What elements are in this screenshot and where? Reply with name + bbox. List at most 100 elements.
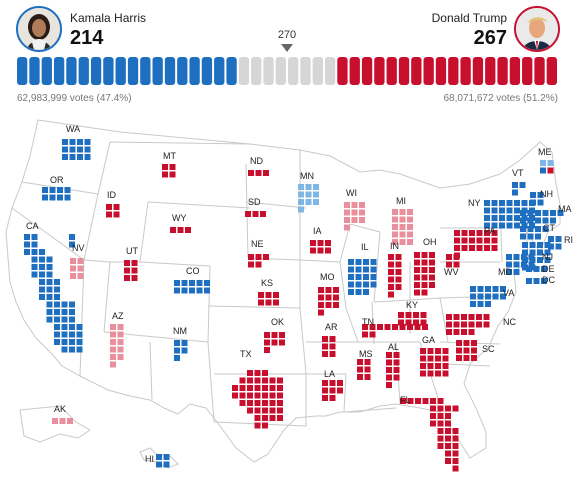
electoral-vote-cell <box>117 324 124 330</box>
electoral-vote-cell <box>484 230 490 236</box>
seat-bar-dem-segment <box>127 57 139 85</box>
electoral-vote-cell <box>277 385 283 391</box>
state-ut[interactable] <box>124 260 138 281</box>
state-ia[interactable] <box>310 240 331 254</box>
state-or[interactable] <box>42 187 71 201</box>
state-ok[interactable] <box>264 332 285 353</box>
electoral-vote-cell <box>262 400 268 406</box>
electoral-vote-cell <box>204 287 210 294</box>
state-az[interactable] <box>110 324 124 368</box>
electoral-vote-cell <box>54 286 60 293</box>
state-ct[interactable] <box>520 226 549 240</box>
electoral-vote-cell <box>400 398 406 404</box>
electoral-vote-cell <box>393 352 400 358</box>
state-id[interactable] <box>106 204 120 218</box>
electoral-vote-cell <box>521 222 528 229</box>
electoral-vote-cell <box>388 261 394 268</box>
electoral-vote-cell <box>362 324 368 330</box>
electoral-vote-cell <box>31 241 38 248</box>
state-in[interactable] <box>388 254 402 298</box>
electoral-vote-cell <box>69 234 75 240</box>
state-nm[interactable] <box>174 340 188 361</box>
electoral-vote-cell <box>49 194 56 201</box>
state-co[interactable] <box>174 280 210 294</box>
state-ky[interactable] <box>398 312 427 326</box>
state-tx[interactable] <box>232 370 283 429</box>
electoral-vote-cell <box>421 252 428 258</box>
electoral-vote-cell <box>355 289 362 295</box>
state-hi[interactable] <box>156 454 170 468</box>
electoral-vote-cell <box>533 266 540 272</box>
state-ne[interactable] <box>248 254 269 268</box>
state-ak[interactable] <box>52 418 73 424</box>
state-ma[interactable] <box>520 210 564 224</box>
seat-bar-rep-segment <box>546 57 557 85</box>
electoral-vote-cell <box>470 286 476 292</box>
state-nv[interactable] <box>70 258 84 279</box>
state-wa[interactable] <box>62 139 91 160</box>
state-ca[interactable] <box>24 234 83 353</box>
state-wy[interactable] <box>170 227 191 233</box>
electoral-vote-cell <box>52 418 58 424</box>
state-sd[interactable] <box>245 211 266 217</box>
state-mn[interactable] <box>298 184 319 213</box>
electoral-vote-cell <box>46 279 53 285</box>
state-nd[interactable] <box>248 170 269 176</box>
state-sc[interactable] <box>456 340 477 361</box>
state-md[interactable] <box>506 254 535 275</box>
state-tn[interactable] <box>362 324 428 338</box>
state-il[interactable] <box>348 259 377 295</box>
electoral-vote-cell <box>421 267 428 273</box>
electoral-vote-cell <box>305 191 312 198</box>
results-header: Kamala Harris 214 270 Donald Trump 267 6… <box>0 0 579 110</box>
state-dc[interactable] <box>526 278 547 284</box>
state-mo[interactable] <box>318 287 339 316</box>
electoral-vote-cell <box>277 407 283 414</box>
electoral-vote-cell <box>468 321 475 328</box>
electoral-vote-cell <box>247 385 253 391</box>
electoral-vote-cell <box>70 265 76 272</box>
electoral-vote-cell <box>386 367 392 373</box>
state-va[interactable] <box>470 286 506 307</box>
state-pa[interactable] <box>454 230 498 259</box>
state-fl[interactable] <box>400 398 459 472</box>
state-vt[interactable] <box>512 182 526 196</box>
electoral-vote-cell <box>264 339 270 346</box>
electoral-vote-cell <box>414 259 420 266</box>
electoral-vote-cell <box>452 443 459 449</box>
electoral-vote-cell <box>399 324 406 330</box>
state-oh[interactable] <box>414 252 435 296</box>
electoral-vote-cell <box>39 279 45 285</box>
electoral-vote-cell <box>542 210 549 216</box>
electoral-vote-cell <box>506 222 513 229</box>
electoral-vote-cell <box>174 287 180 294</box>
electoral-vote-cell <box>535 217 541 224</box>
state-label-ri: RI <box>564 235 573 245</box>
state-wi[interactable] <box>344 202 365 231</box>
electoral-vote-cell <box>429 282 435 288</box>
state-ar[interactable] <box>322 336 336 357</box>
electoral-vote-cell <box>31 249 38 255</box>
state-mt[interactable] <box>162 164 176 178</box>
state-nh[interactable] <box>530 192 544 206</box>
electoral-vote-cell <box>156 454 162 460</box>
state-la[interactable] <box>322 380 343 401</box>
state-ga[interactable] <box>420 348 449 377</box>
electoral-vote-cell <box>469 245 475 251</box>
state-de[interactable] <box>526 266 547 272</box>
state-ri[interactable] <box>548 236 562 250</box>
state-ms[interactable] <box>357 359 371 380</box>
state-nc[interactable] <box>446 314 490 335</box>
state-ks[interactable] <box>258 292 279 306</box>
state-al[interactable] <box>386 352 400 388</box>
electoral-vote-cell <box>239 385 246 391</box>
electoral-vote-cell <box>162 164 168 170</box>
electoral-vote-cell <box>61 331 68 338</box>
state-me[interactable] <box>540 160 554 174</box>
electoral-vote-cell <box>427 348 434 354</box>
electoral-vote-cell <box>355 266 362 273</box>
state-mi[interactable] <box>392 209 413 245</box>
threshold-arrow-icon <box>281 44 293 52</box>
electoral-vote-cell <box>471 347 477 354</box>
electoral-vote-cell <box>506 261 512 268</box>
